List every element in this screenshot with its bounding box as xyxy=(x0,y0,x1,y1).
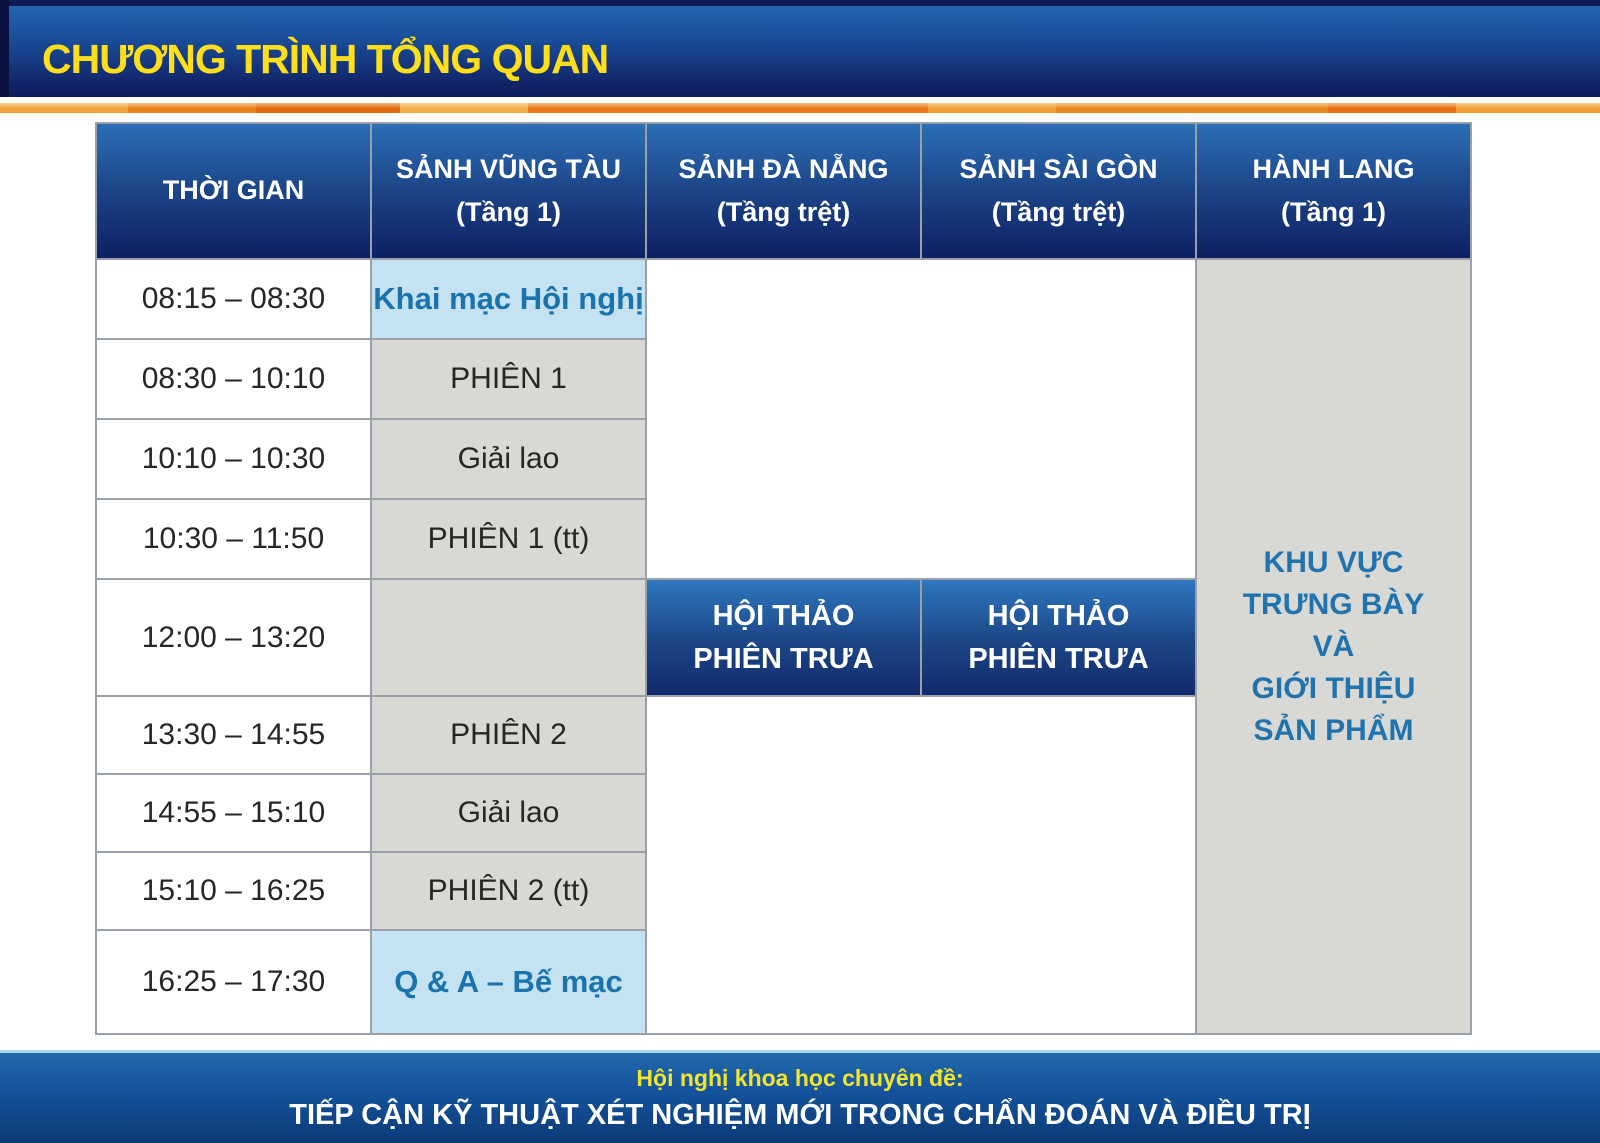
session-cell: Giải lao xyxy=(372,420,645,498)
column-header-da-nang: SẢNH ĐÀ NẴNG (Tầng trệt) xyxy=(647,124,920,258)
column-header-subtitle: (Tầng 1) xyxy=(1281,197,1386,227)
time-cell: 16:25 – 17:30 xyxy=(97,931,370,1033)
session-cell-closing: Q & A – Bế mạc xyxy=(372,931,645,1033)
session-cell-empty xyxy=(372,580,645,695)
footer-conference-title: TIẾP CẬN KỸ THUẬT XÉT NGHIỆM MỚI TRONG C… xyxy=(289,1098,1311,1131)
time-cell: 08:15 – 08:30 xyxy=(97,260,370,338)
session-cell: PHIÊN 2 xyxy=(372,697,645,773)
footer-banner: Hội nghị khoa học chuyên đề: TIẾP CẬN KỸ… xyxy=(0,1050,1600,1143)
session-cell: PHIÊN 1 (tt) xyxy=(372,500,645,578)
page-title: CHƯƠNG TRÌNH TỔNG QUAN xyxy=(42,36,609,82)
header-banner: CHƯƠNG TRÌNH TỔNG QUAN xyxy=(0,0,1600,97)
column-header-title: THỜI GIAN xyxy=(162,175,305,206)
column-header-hanh-lang: HÀNH LANG (Tầng 1) xyxy=(1197,124,1470,258)
column-header-sai-gon: SẢNH SÀI GÒN (Tầng trệt) xyxy=(922,124,1195,258)
column-header-subtitle: (Tầng trệt) xyxy=(991,197,1126,227)
column-header-vung-tau: SẢNH VŨNG TÀU (Tầng 1) xyxy=(372,124,645,258)
lunch-workshop-cell-da-nang: HỘI THẢO PHIÊN TRƯA xyxy=(647,580,920,695)
column-header-time: THỜI GIAN xyxy=(97,124,370,258)
session-cell: PHIÊN 2 (tt) xyxy=(372,853,645,929)
time-cell: 12:00 – 13:20 xyxy=(97,580,370,695)
time-cell: 13:30 – 14:55 xyxy=(97,697,370,773)
empty-region-morning xyxy=(647,260,1195,578)
column-header-title: SẢNH VŨNG TÀU xyxy=(395,153,621,184)
column-header-subtitle: (Tầng 1) xyxy=(456,197,561,227)
time-cell: 15:10 – 16:25 xyxy=(97,853,370,929)
time-cell: 10:30 – 11:50 xyxy=(97,500,370,578)
hallway-exhibit-cell: KHU VỰC TRƯNG BÀY VÀ GIỚI THIỆU SẢN PHẨM xyxy=(1197,260,1470,1033)
time-cell: 10:10 – 10:30 xyxy=(97,420,370,498)
lunch-workshop-cell-sai-gon: HỘI THẢO PHIÊN TRƯA xyxy=(922,580,1195,695)
footer-conference-label: Hội nghị khoa học chuyên đề: xyxy=(636,1064,964,1091)
column-header-title: HÀNH LANG xyxy=(1252,153,1415,184)
empty-region-afternoon xyxy=(647,697,1195,1033)
session-cell-opening: Khai mạc Hội nghị xyxy=(372,260,645,338)
session-cell: PHIÊN 1 xyxy=(372,340,645,418)
column-header-subtitle: (Tầng trệt) xyxy=(716,197,851,227)
column-header-title: SẢNH SÀI GÒN xyxy=(959,153,1158,184)
time-cell: 14:55 – 15:10 xyxy=(97,775,370,851)
session-cell: Giải lao xyxy=(372,775,645,851)
column-header-title: SẢNH ĐÀ NẴNG xyxy=(678,153,889,184)
time-cell: 08:30 – 10:10 xyxy=(97,340,370,418)
accent-divider-bar xyxy=(0,103,1600,113)
program-schedule-table: THỜI GIAN SẢNH VŨNG TÀU (Tầng 1) SẢNH ĐÀ… xyxy=(95,122,1472,1035)
